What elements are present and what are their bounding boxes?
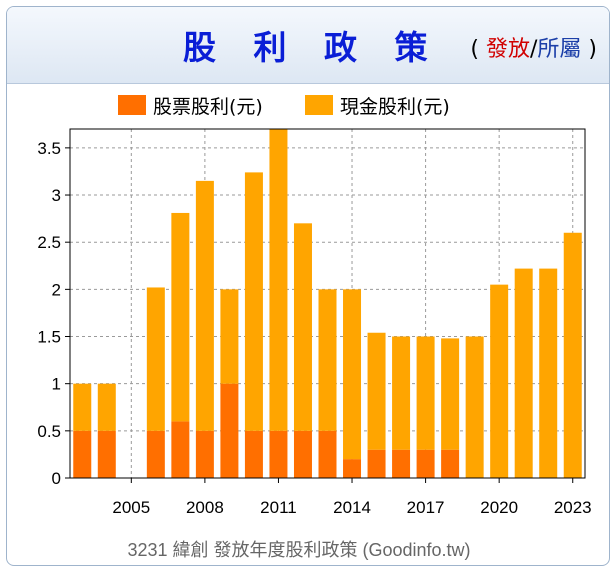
bar-cash-dividend (441, 338, 460, 450)
paren-open: ( (470, 37, 479, 62)
bar-cash-dividend (318, 289, 337, 431)
bar-cash-dividend (220, 289, 239, 384)
x-tick-label: 2017 (407, 498, 445, 517)
bar-cash-dividend (244, 172, 263, 431)
bar-stock-dividend (441, 449, 460, 478)
y-tick-label: 2 (52, 280, 61, 299)
bar-cash-dividend (195, 180, 214, 431)
chart-caption: 3231 緯創 發放年度股利政策 (Goodinfo.tw) (127, 540, 470, 560)
bar-stock-dividend (293, 430, 312, 478)
legend-swatch (118, 95, 146, 115)
legend-label: 現金股利(元) (340, 96, 450, 118)
x-tick-label: 2005 (112, 498, 150, 517)
bar-stock-dividend (392, 449, 411, 478)
x-tick-label: 2011 (260, 498, 297, 517)
bar-cash-dividend (539, 268, 558, 478)
bar-cash-dividend (343, 289, 362, 460)
bar-stock-dividend (195, 430, 214, 478)
y-tick-label: 3.5 (37, 139, 61, 158)
page-title: 股 利 政 策 (183, 28, 441, 67)
bar-cash-dividend (392, 336, 411, 450)
y-tick-label: 1.5 (37, 328, 61, 347)
option-distribution-year[interactable]: 發放 (485, 37, 530, 62)
bar-stock-dividend (97, 430, 116, 478)
bar-stock-dividend (343, 459, 362, 478)
bar-stock-dividend (171, 421, 190, 478)
bar-cash-dividend (490, 284, 509, 478)
y-tick-label: 0.5 (37, 422, 61, 441)
y-tick-label: 2.5 (37, 233, 61, 252)
bar-layer (73, 129, 582, 478)
option-belonging-year[interactable]: 所屬 (537, 37, 582, 62)
legend-label: 股票股利(元) (153, 96, 263, 118)
bar-stock-dividend (244, 430, 263, 478)
x-tick-label: 2014 (333, 498, 371, 517)
bar-cash-dividend (269, 129, 288, 431)
bar-cash-dividend (293, 223, 312, 431)
bar-cash-dividend (465, 336, 484, 478)
bar-cash-dividend (171, 212, 190, 422)
paren-close: ) (588, 37, 597, 62)
x-tick-label: 2020 (480, 498, 518, 517)
y-tick-label: 3 (52, 186, 61, 205)
bar-cash-dividend (146, 287, 165, 431)
bar-stock-dividend (220, 383, 239, 478)
plot-frame (69, 128, 586, 479)
bar-stock-dividend (269, 430, 288, 478)
x-tick-label: 2008 (186, 498, 224, 517)
legend: 股票股利(元) 現金股利(元) (118, 95, 450, 118)
y-tick-label: 0 (52, 469, 61, 488)
bar-cash-dividend (514, 268, 533, 478)
bar-cash-dividend (416, 336, 435, 450)
view-switch: ( 發放/所屬 ) (470, 31, 597, 63)
bar-cash-dividend (73, 383, 92, 431)
legend-swatch (305, 95, 333, 115)
bar-stock-dividend (73, 430, 92, 478)
bar-cash-dividend (367, 332, 386, 450)
panel-header: 股 利 政 策 ( 發放/所屬 ) (7, 7, 609, 84)
x-tick-label: 2023 (554, 498, 592, 517)
option-separator: / (529, 37, 538, 62)
bar-cash-dividend (97, 383, 116, 431)
axis-layer: 0 0.5 1 1.5 2 2.5 3 3.5 2005 2008 2011 2014 2017 2020… (37, 128, 592, 517)
y-tick-label: 1 (52, 375, 61, 394)
bar-stock-dividend (318, 430, 337, 478)
bar-stock-dividend (416, 449, 435, 478)
bar-stock-dividend (367, 449, 386, 478)
bar-cash-dividend (563, 232, 582, 478)
bar-stock-dividend (146, 430, 165, 478)
